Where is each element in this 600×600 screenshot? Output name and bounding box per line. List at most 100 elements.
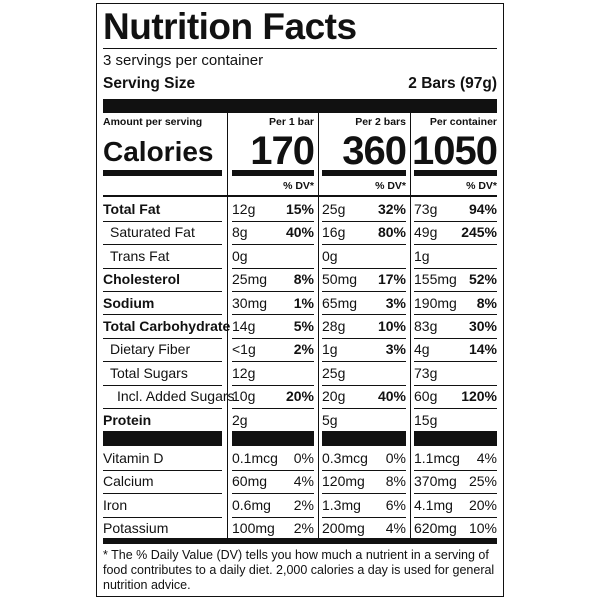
rule bbox=[414, 314, 497, 316]
amount: 12g bbox=[232, 201, 256, 217]
amount: 1g bbox=[414, 247, 430, 264]
rule bbox=[103, 244, 222, 246]
daily-value: 8% bbox=[293, 271, 314, 288]
amount: 0g bbox=[232, 247, 248, 264]
daily-value: 0% bbox=[385, 450, 406, 466]
amount: 200mg bbox=[322, 520, 365, 537]
rule bbox=[232, 244, 314, 246]
thick-rule bbox=[103, 431, 222, 446]
amount: 60g bbox=[414, 388, 438, 405]
daily-value: 2% bbox=[293, 520, 314, 537]
rule bbox=[414, 220, 497, 222]
thick-rule bbox=[414, 170, 497, 176]
calories-value: 1050 bbox=[412, 129, 498, 173]
rule bbox=[414, 244, 497, 246]
amount: 73g bbox=[414, 201, 438, 217]
rule bbox=[232, 361, 314, 363]
daily-value: 8% bbox=[385, 473, 406, 490]
amount: 25g bbox=[322, 201, 346, 217]
daily-value: 14% bbox=[468, 341, 497, 358]
rule bbox=[232, 314, 314, 316]
rule bbox=[103, 516, 222, 518]
thick-rule bbox=[232, 431, 314, 446]
daily-value: 80% bbox=[377, 224, 406, 241]
amount: 2g bbox=[232, 411, 248, 428]
nutrient-name: Incl. Added Sugars bbox=[117, 388, 235, 405]
rule bbox=[322, 407, 406, 409]
daily-value: 2% bbox=[293, 341, 314, 358]
daily-value: 245% bbox=[461, 224, 497, 241]
daily-value: 94% bbox=[468, 201, 497, 217]
footnote: * The % Daily Value (DV) tells you how m… bbox=[103, 548, 495, 592]
daily-value: 20% bbox=[468, 496, 497, 513]
amount: 10g bbox=[232, 388, 256, 405]
nutrient-name: Dietary Fiber bbox=[110, 341, 191, 358]
dv-header: % DV* bbox=[375, 180, 406, 192]
rule bbox=[322, 361, 406, 363]
amount: 28g bbox=[322, 318, 346, 334]
amount: 100mg bbox=[232, 520, 275, 537]
rule bbox=[414, 337, 497, 339]
thick-rule bbox=[103, 538, 497, 544]
daily-value: 0% bbox=[293, 450, 314, 466]
amount: 25mg bbox=[232, 271, 268, 288]
daily-value: 40% bbox=[285, 224, 314, 241]
rule bbox=[103, 407, 222, 409]
nutrient-name: Total Sugars bbox=[110, 364, 188, 381]
nutrient-name: Total Carbohydrate bbox=[103, 318, 231, 334]
column-header: Per 2 bars bbox=[355, 116, 406, 128]
daily-value: 25% bbox=[468, 473, 497, 490]
serving-size-label: Serving Size bbox=[103, 75, 196, 92]
rule bbox=[322, 244, 406, 246]
amount: 60mg bbox=[232, 473, 268, 490]
column-divider bbox=[318, 113, 319, 538]
amount: 190mg bbox=[414, 294, 457, 311]
rule bbox=[232, 407, 314, 409]
nutrient-name: Potassium bbox=[103, 520, 169, 537]
dv-header: % DV* bbox=[466, 180, 497, 192]
amount: 4g bbox=[414, 341, 430, 358]
amount: 155mg bbox=[414, 271, 457, 288]
amount: 120mg bbox=[322, 473, 365, 490]
thick-rule bbox=[232, 170, 314, 176]
rule bbox=[103, 493, 222, 495]
rule bbox=[322, 384, 406, 386]
daily-value: 8% bbox=[476, 294, 497, 311]
thick-rule bbox=[103, 170, 222, 176]
dv-header: % DV* bbox=[283, 180, 314, 192]
nutrient-name: Trans Fat bbox=[110, 247, 170, 264]
amount: <1g bbox=[232, 341, 256, 358]
rule bbox=[414, 516, 497, 518]
daily-value: 3% bbox=[385, 341, 406, 358]
rule bbox=[322, 469, 406, 471]
thick-rule bbox=[103, 99, 497, 113]
amount: 20g bbox=[322, 388, 346, 405]
calories-label: Calories bbox=[103, 136, 214, 167]
nutrient-name: Total Fat bbox=[103, 201, 161, 217]
rule bbox=[103, 314, 222, 316]
rule bbox=[103, 220, 222, 222]
rule bbox=[103, 337, 222, 339]
rule bbox=[103, 195, 497, 197]
thick-rule bbox=[322, 431, 406, 446]
amount: 65mg bbox=[322, 294, 358, 311]
rule bbox=[232, 337, 314, 339]
daily-value: 4% bbox=[476, 450, 497, 466]
amount: 14g bbox=[232, 318, 256, 334]
amount: 1g bbox=[322, 341, 338, 358]
amount: 73g bbox=[414, 364, 438, 381]
amount: 50mg bbox=[322, 271, 358, 288]
amount: 5g bbox=[322, 411, 338, 428]
amount: 49g bbox=[414, 224, 438, 241]
daily-value: 52% bbox=[468, 271, 497, 288]
rule bbox=[232, 516, 314, 518]
amount: 0.1mcg bbox=[232, 450, 278, 466]
daily-value: 10% bbox=[377, 318, 406, 334]
rule bbox=[103, 361, 222, 363]
amount: 30mg bbox=[232, 294, 268, 311]
rule bbox=[322, 493, 406, 495]
amount: 4.1mg bbox=[414, 496, 453, 513]
rule bbox=[232, 469, 314, 471]
rule bbox=[414, 407, 497, 409]
